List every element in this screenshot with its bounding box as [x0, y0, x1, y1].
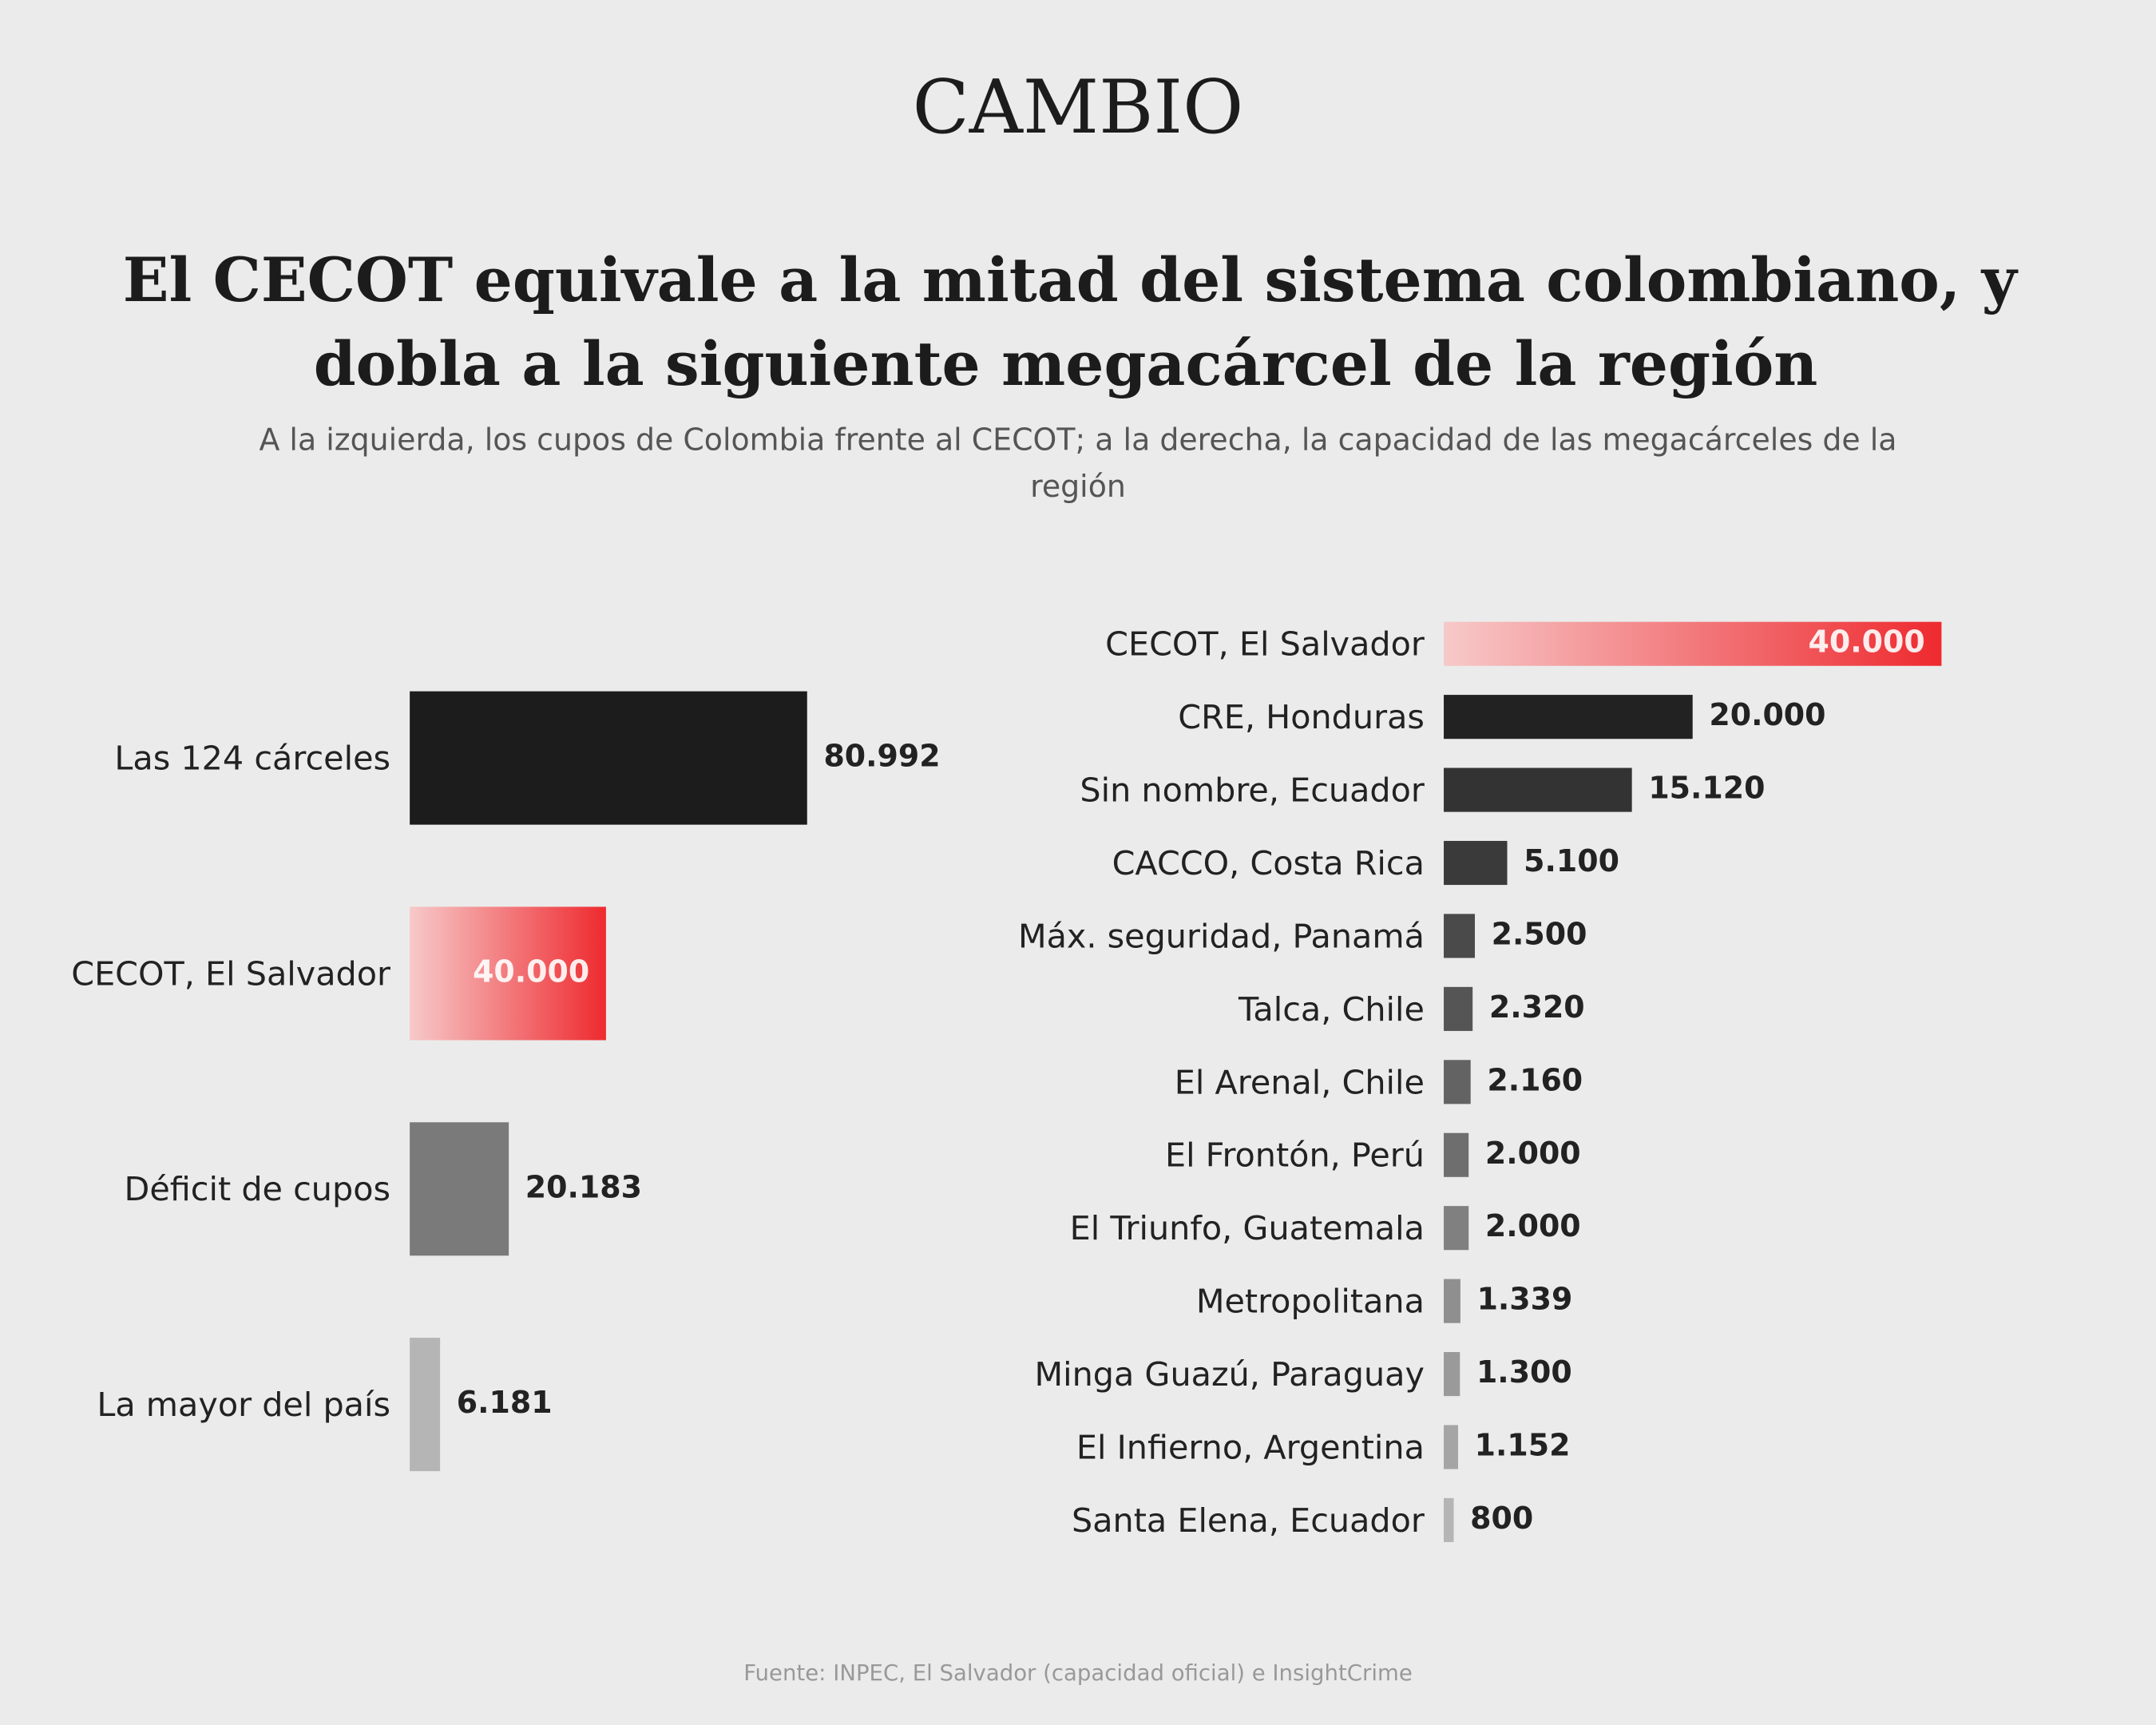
bar: [410, 1122, 509, 1256]
value-label: 2.160: [1487, 1062, 1583, 1097]
bar: [410, 691, 807, 825]
category-label: CECOT, El Salvador: [71, 954, 390, 993]
logo: CAMBIO: [913, 64, 1244, 150]
bar: [1444, 1497, 1454, 1542]
subtitle: A la izquierda, los cupos de Colombia fr…: [259, 422, 1896, 458]
bar: [1444, 1060, 1471, 1104]
bar: [1444, 840, 1508, 886]
bar: [1444, 914, 1475, 958]
category-label: La mayor del país: [97, 1386, 390, 1424]
bar: [410, 1338, 441, 1472]
category-label: El Arenal, Chile: [1175, 1063, 1425, 1101]
category-label: El Infierno, Argentina: [1076, 1428, 1425, 1466]
source: Fuente: INPEC, El Salvador (capacidad of…: [743, 1660, 1413, 1686]
category-label: Máx. seguridad, Panamá: [1018, 917, 1425, 955]
value-label: 2.000: [1485, 1208, 1581, 1243]
bar: [1444, 1425, 1458, 1469]
bar: [1444, 621, 1942, 666]
category-label: Santa Elena, Ecuador: [1072, 1501, 1425, 1540]
title: El CECOT equivale a la mitad del sistema…: [123, 244, 2019, 315]
category-label: Déficit de cupos: [125, 1170, 390, 1208]
category-label: Talca, Chile: [1238, 990, 1425, 1029]
category-label: Minga Guazú, Paraguay: [1034, 1355, 1424, 1394]
bar: [1444, 1206, 1469, 1251]
value-label: 20.000: [1709, 697, 1825, 732]
category-label: Sin nombre, Ecuador: [1080, 771, 1425, 810]
title: dobla a la siguiente megacárcel de la re…: [314, 328, 1818, 399]
value-label: 20.183: [525, 1169, 642, 1204]
bar: [1444, 1132, 1469, 1177]
value-label: 800: [1470, 1501, 1533, 1536]
value-label: 15.120: [1648, 771, 1765, 806]
value-label: 1.339: [1477, 1282, 1573, 1317]
value-label: 80.992: [823, 739, 940, 774]
value-label: 1.152: [1475, 1427, 1571, 1462]
value-label: 6.181: [457, 1385, 553, 1420]
bar: [1444, 986, 1473, 1031]
category-label: Metropolitana: [1196, 1283, 1425, 1321]
bar: [1444, 1352, 1460, 1397]
value-label: 2.320: [1489, 989, 1585, 1025]
category-label: El Frontón, Perú: [1165, 1136, 1425, 1175]
value-label: 1.300: [1476, 1354, 1572, 1390]
subtitle: región: [1030, 469, 1126, 504]
bar: [410, 906, 606, 1041]
bar: [1444, 767, 1632, 812]
value-label: 2.000: [1485, 1136, 1581, 1171]
category-label: El Triunfo, Guatemala: [1070, 1209, 1425, 1247]
value-label: 2.500: [1492, 916, 1587, 951]
value-label: 40.000: [473, 954, 589, 989]
value-label: 40.000: [1809, 625, 1925, 660]
category-label: Las 124 cárceles: [114, 740, 390, 778]
category-label: CECOT, El Salvador: [1105, 625, 1425, 664]
bar: [1444, 695, 1693, 740]
bar: [1444, 1279, 1460, 1323]
value-label: 5.100: [1524, 843, 1619, 878]
category-label: CRE, Honduras: [1178, 698, 1425, 736]
category-label: CACCO, Costa Rica: [1112, 844, 1425, 882]
